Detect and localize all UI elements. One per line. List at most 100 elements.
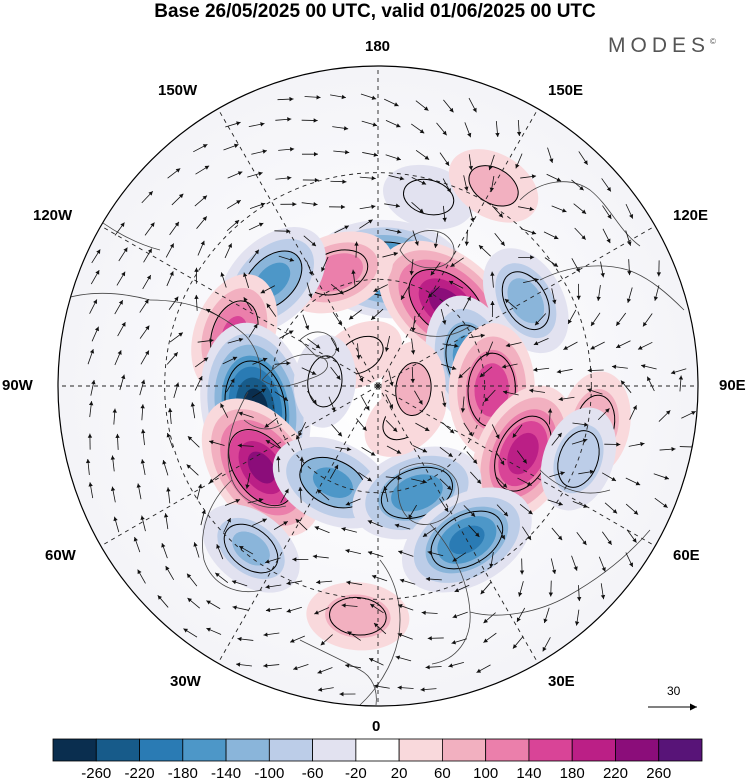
wind-arrow xyxy=(168,296,179,310)
wind-arrow xyxy=(517,477,532,486)
wind-arrow xyxy=(169,221,180,236)
wind-arrow xyxy=(576,283,581,300)
wind-arrow xyxy=(620,380,632,394)
lon-label-60e: 60E xyxy=(673,547,700,564)
wind-arrow xyxy=(345,498,361,506)
wind-arrow xyxy=(590,312,601,327)
wind-arrow xyxy=(321,256,329,272)
wind-arrow xyxy=(656,260,662,277)
wind-arrow xyxy=(91,326,99,342)
wind-arrow xyxy=(454,584,470,593)
wind-arrow xyxy=(200,509,206,526)
wind-arrow xyxy=(385,154,401,161)
wind-arrow xyxy=(385,475,402,481)
wind-arrow xyxy=(496,504,509,517)
wind-arrow xyxy=(235,662,252,667)
wind-arrow xyxy=(142,274,152,290)
lon-label-180: 180 xyxy=(365,38,391,55)
colorbar-swatch xyxy=(52,738,97,762)
wind-arrow xyxy=(442,343,459,348)
anomaly-contour xyxy=(400,176,458,218)
wind-arrow xyxy=(354,241,359,258)
wind-arrow xyxy=(330,337,340,353)
colorbar-tick-label: -60 xyxy=(301,765,324,782)
wind-arrow xyxy=(533,337,549,346)
colorbar-tick-label: 20 xyxy=(390,765,408,782)
wind-arrow xyxy=(520,174,537,179)
wind-arrow xyxy=(546,173,562,182)
wind-arrow xyxy=(484,389,496,402)
wind-arrow xyxy=(563,341,578,350)
anomaly-contour xyxy=(305,352,345,411)
wind-arrow xyxy=(576,585,582,602)
wind-arrow xyxy=(415,100,429,111)
wind-arrow xyxy=(237,443,254,448)
wind-arrow xyxy=(504,298,518,310)
wind-arrow xyxy=(486,341,494,357)
wind-arrow xyxy=(468,206,475,223)
wind-arrow xyxy=(460,396,466,413)
wind-arrow xyxy=(383,486,389,503)
wind-arrow xyxy=(386,445,402,454)
wind-arrow xyxy=(114,350,122,366)
wind-arrow xyxy=(90,379,96,396)
wind-arrow xyxy=(571,258,580,273)
wind-arrow xyxy=(515,153,523,169)
wind-arrow xyxy=(414,390,423,405)
wind-arrow xyxy=(193,144,208,153)
wind-arrow xyxy=(110,486,116,503)
wind-arrow xyxy=(195,165,210,175)
wind-arrow xyxy=(615,312,627,327)
wind-arrow xyxy=(544,257,559,268)
wind-arrow xyxy=(388,370,394,387)
wind-arrow xyxy=(356,343,361,360)
colorbar-swatch xyxy=(95,738,140,762)
wind-arrow xyxy=(625,552,634,568)
wind-arrow xyxy=(495,476,508,488)
wind-arrow xyxy=(139,299,149,313)
wind-arrow xyxy=(227,337,244,344)
wind-arrow xyxy=(411,315,416,332)
wind-arrow xyxy=(450,257,464,268)
wind-arrow xyxy=(226,219,240,232)
anomaly-contour xyxy=(232,531,270,566)
wind-arrow xyxy=(183,628,198,638)
wind-arrow xyxy=(440,363,457,371)
wind-arrow xyxy=(421,610,438,615)
wind-arrow xyxy=(359,204,376,210)
lon-label-120w: 120W xyxy=(33,207,73,224)
wind-arrow xyxy=(425,665,442,670)
wind-arrow xyxy=(394,523,411,530)
lon-label-150w: 150W xyxy=(158,82,198,99)
wind-arrow xyxy=(439,152,450,166)
wind-arrow xyxy=(547,499,563,506)
wind-arrow xyxy=(411,478,427,484)
wind-arrow xyxy=(463,175,469,192)
streamline-contour xyxy=(329,596,387,636)
wind-arrow xyxy=(301,367,317,375)
meridian-line xyxy=(100,385,379,547)
wind-arrow xyxy=(277,96,294,102)
wind-arrow xyxy=(578,151,588,166)
wind-arrow xyxy=(548,580,554,597)
wind-arrow xyxy=(165,565,175,581)
wind-arrow xyxy=(490,271,495,288)
colorbar-swatch xyxy=(441,738,487,762)
anomaly-contour xyxy=(334,600,382,632)
wind-arrow xyxy=(278,147,295,152)
wind-arrow xyxy=(91,249,101,264)
wind-arrow xyxy=(517,206,534,212)
wind-arrow xyxy=(547,408,553,425)
copyright-mark: © xyxy=(710,37,716,46)
colorbar-swatch xyxy=(398,738,443,762)
wind-arrow xyxy=(206,600,221,610)
wind-arrow xyxy=(491,205,504,218)
colorbar-tick-label: -260 xyxy=(81,765,112,782)
colorbar-swatch xyxy=(615,738,660,762)
wind-arrow xyxy=(194,195,208,207)
wind-arrow xyxy=(373,284,388,292)
meridian-line xyxy=(377,225,656,387)
colorbar-tick-label: -100 xyxy=(254,765,285,782)
wind-arrow xyxy=(411,201,424,214)
wind-arrow xyxy=(304,95,321,100)
